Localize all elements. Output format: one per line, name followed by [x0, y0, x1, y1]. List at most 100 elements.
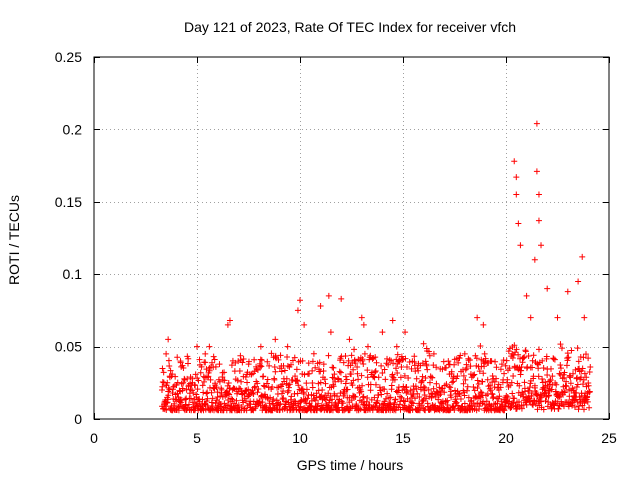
data-point-marker [262, 402, 269, 409]
data-point-marker [411, 362, 418, 369]
data-point-marker [218, 386, 225, 393]
data-point-marker [516, 382, 523, 389]
x-tick-label: 25 [601, 430, 617, 446]
data-point-marker [291, 354, 298, 361]
data-point-marker [397, 374, 404, 381]
data-point-marker [257, 362, 264, 369]
data-point-marker [386, 356, 393, 363]
data-point-marker [206, 367, 213, 374]
data-point-marker [294, 378, 301, 385]
data-point-marker [474, 314, 481, 321]
data-point-marker [334, 393, 341, 400]
data-point-marker [320, 361, 327, 368]
data-point-marker [266, 362, 273, 369]
data-point-marker [159, 378, 166, 385]
data-point-marker [515, 220, 522, 227]
data-point-marker [477, 342, 484, 349]
data-point-marker [375, 374, 382, 381]
y-tick-label: 0.2 [63, 121, 83, 137]
data-point-marker [384, 390, 391, 397]
data-point-marker [506, 345, 513, 352]
data-point-marker [315, 400, 322, 407]
data-point-marker [350, 377, 357, 384]
data-point-marker [371, 404, 378, 411]
data-point-marker [278, 390, 285, 397]
data-point-marker [372, 381, 379, 388]
data-point-marker [330, 364, 337, 371]
data-point-marker [381, 386, 388, 393]
data-point-marker [504, 394, 511, 401]
data-point-marker [180, 365, 187, 372]
data-point-marker [549, 373, 556, 380]
data-point-marker [415, 367, 422, 374]
data-point-marker [160, 369, 167, 376]
data-point-marker [479, 378, 486, 385]
data-point-marker [583, 374, 590, 381]
data-point-marker [474, 377, 481, 384]
data-point-marker [360, 321, 367, 328]
data-point-marker [525, 352, 532, 359]
data-point-marker [177, 358, 184, 365]
data-point-marker [482, 355, 489, 362]
data-point-marker [206, 343, 213, 350]
data-point-marker [564, 288, 571, 295]
data-point-marker [240, 356, 247, 363]
data-point-marker [294, 307, 301, 314]
data-point-marker [367, 352, 374, 359]
data-point-marker [320, 403, 327, 410]
data-point-marker [533, 168, 540, 175]
data-point-marker [277, 352, 284, 359]
data-point-marker [511, 395, 518, 402]
data-point-marker [580, 381, 587, 388]
data-point-marker [585, 355, 592, 362]
data-point-marker [515, 351, 522, 358]
data-point-marker [192, 382, 199, 389]
data-point-marker [573, 389, 580, 396]
data-point-marker [305, 360, 312, 367]
data-point-marker [293, 366, 300, 373]
data-point-marker [342, 380, 349, 387]
data-point-marker [394, 351, 401, 358]
data-point-marker [531, 382, 538, 389]
data-point-marker [180, 379, 187, 386]
y-tick-label: 0 [74, 411, 82, 427]
data-point-marker [436, 384, 443, 391]
data-point-marker [509, 355, 516, 362]
data-point-marker [535, 191, 542, 198]
data-point-marker [207, 376, 214, 383]
data-point-marker [171, 400, 178, 407]
data-point-marker [297, 403, 304, 410]
data-point-marker [318, 402, 325, 409]
data-point-marker [581, 400, 588, 407]
data-point-marker [490, 393, 497, 400]
data-point-marker [477, 388, 484, 395]
data-point-marker [556, 370, 563, 377]
data-point-marker [465, 394, 472, 401]
data-point-marker [164, 379, 171, 386]
data-point-marker [530, 352, 537, 359]
data-point-marker [392, 365, 399, 372]
data-point-marker [415, 406, 422, 413]
data-point-marker [389, 371, 396, 378]
data-point-marker [422, 358, 429, 365]
data-point-marker [451, 361, 458, 368]
data-point-marker [408, 365, 415, 372]
data-point-marker [445, 358, 452, 365]
data-point-marker [511, 158, 518, 165]
data-point-marker [355, 376, 362, 383]
data-point-marker [455, 359, 462, 366]
data-point-marker [575, 278, 582, 285]
data-point-marker [199, 396, 206, 403]
data-point-marker [238, 391, 245, 398]
data-point-marker [303, 400, 310, 407]
data-point-marker [313, 394, 320, 401]
data-point-marker [213, 384, 220, 391]
data-point-marker [519, 359, 526, 366]
data-point-marker [398, 353, 405, 360]
data-point-marker [242, 373, 249, 380]
data-point-marker [529, 364, 536, 371]
data-point-marker [448, 388, 455, 395]
data-point-marker [351, 346, 358, 353]
data-point-marker [309, 384, 316, 391]
